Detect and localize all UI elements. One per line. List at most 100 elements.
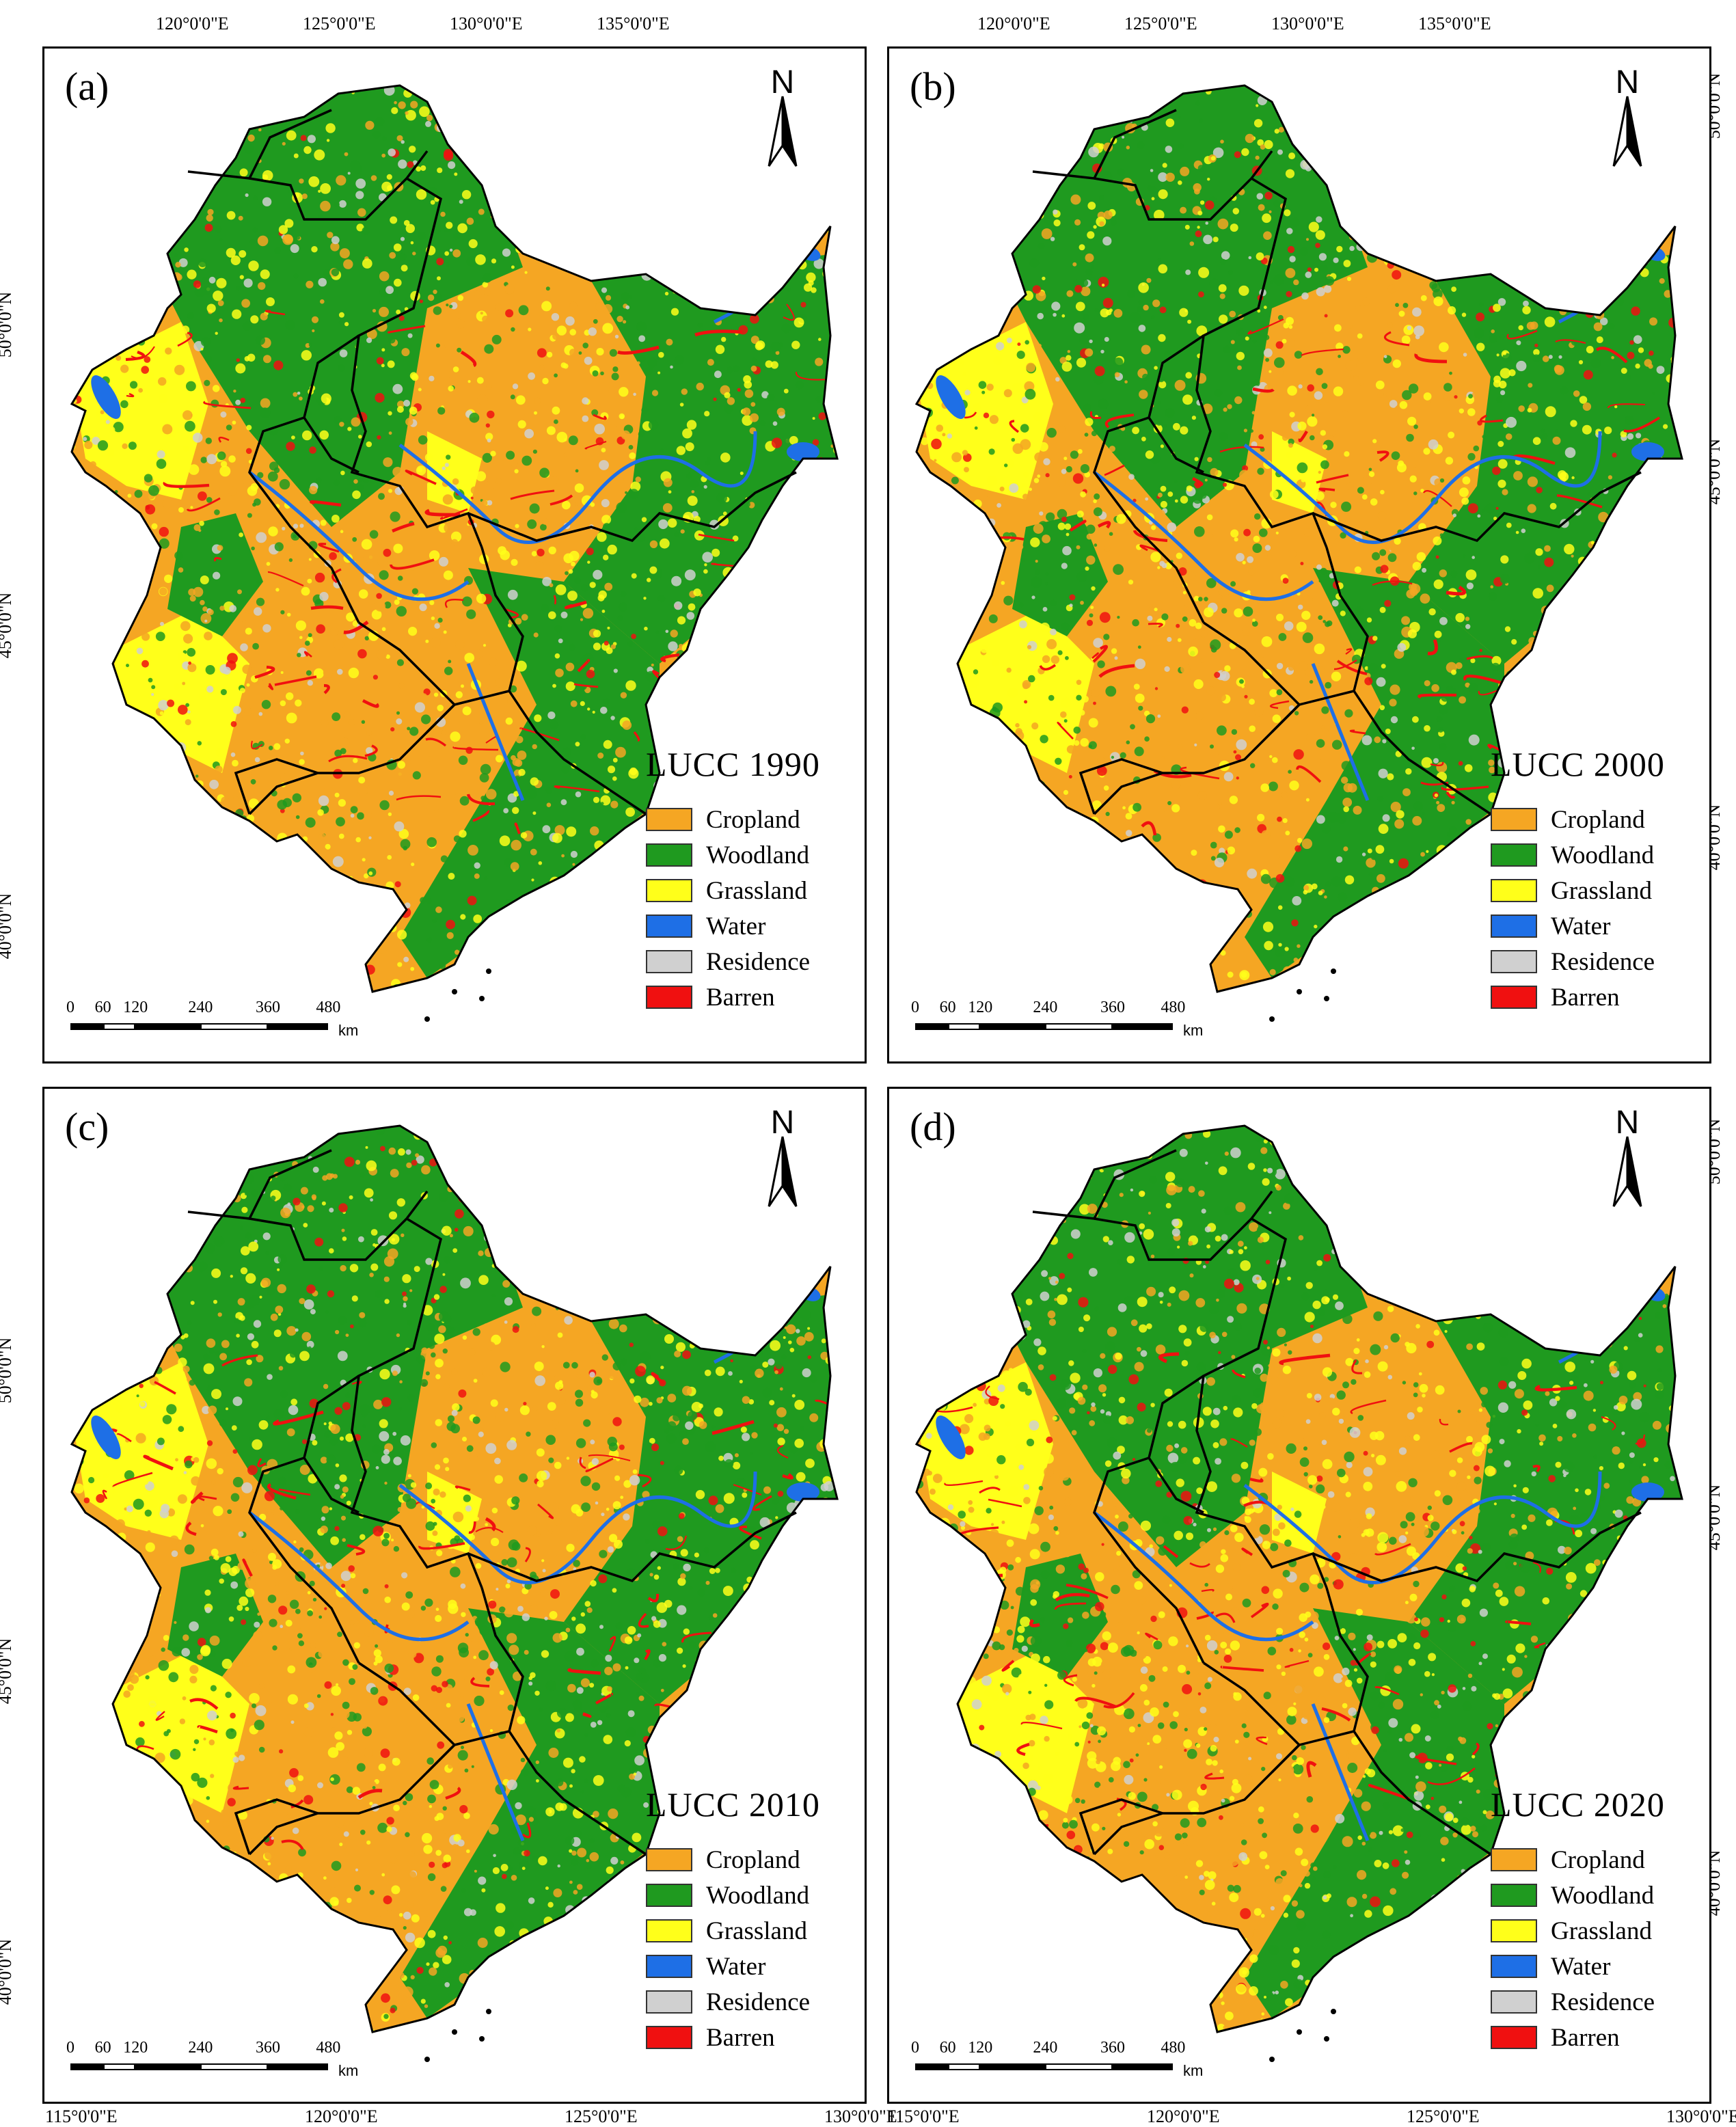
landcover-pixel (1091, 431, 1098, 437)
landcover-pixel (236, 131, 240, 135)
landcover-pixel (1163, 424, 1167, 428)
landcover-pixel (1586, 346, 1594, 353)
barren-streak (553, 595, 557, 605)
landcover-pixel (1134, 746, 1144, 757)
landcover-pixel (1346, 482, 1354, 491)
landcover-pixel (813, 537, 822, 545)
landcover-pixel (174, 364, 185, 375)
landcover-pixel (72, 645, 73, 653)
landcover-pixel (76, 701, 82, 707)
landcover-pixel (690, 189, 696, 194)
landcover-pixel (1542, 355, 1549, 362)
landcover-pixel (664, 291, 669, 296)
landcover-pixel (978, 568, 984, 574)
landcover-pixel (557, 226, 565, 234)
landcover-pixel (616, 316, 623, 323)
landcover-pixel (1377, 391, 1384, 398)
landcover-pixel (418, 232, 426, 240)
landcover-pixel (791, 340, 800, 349)
landcover-pixel (1191, 638, 1201, 648)
landcover-pixel (814, 707, 822, 714)
landcover-pixel (835, 330, 837, 334)
landcover-pixel (460, 914, 466, 920)
landcover-pixel (503, 808, 509, 813)
landcover-pixel (796, 576, 799, 580)
landcover-pixel (388, 431, 392, 435)
landcover-pixel (1513, 344, 1519, 349)
landcover-pixel (1355, 908, 1359, 911)
landcover-pixel (716, 492, 727, 504)
landcover-pixel (284, 95, 293, 103)
landcover-pixel (923, 251, 929, 257)
landcover-pixel (1316, 216, 1323, 223)
landcover-pixel (670, 308, 679, 316)
landcover-pixel (1616, 614, 1626, 623)
landcover-pixel (159, 538, 169, 549)
landcover-pixel (1289, 411, 1295, 418)
landcover-pixel (760, 634, 767, 641)
landcover-pixel (252, 642, 259, 650)
landcover-pixel (1126, 146, 1130, 150)
landcover-pixel (534, 411, 537, 415)
barren-streak (577, 659, 591, 673)
landcover-pixel (172, 961, 178, 967)
landcover-pixel (1402, 390, 1412, 401)
landcover-pixel (1437, 952, 1445, 960)
landcover-pixel (267, 873, 278, 884)
landcover-pixel (1177, 744, 1183, 750)
landcover-pixel (286, 712, 297, 724)
landcover-pixel (917, 660, 923, 667)
landcover-pixel (593, 642, 601, 651)
landcover-pixel (556, 325, 567, 336)
landcover-pixel (1252, 339, 1257, 344)
landcover-pixel (1003, 759, 1013, 768)
barren-streak (425, 737, 447, 747)
landcover-pixel (500, 932, 504, 937)
landcover-pixel (547, 912, 556, 920)
landcover-pixel (655, 630, 659, 634)
landcover-pixel (811, 90, 817, 96)
landcover-pixel (1250, 429, 1253, 433)
landcover-pixel (823, 736, 828, 742)
landcover-pixel (1066, 532, 1070, 537)
landcover-pixel (942, 914, 948, 920)
landcover-pixel (641, 206, 647, 213)
landcover-pixel (1479, 135, 1487, 143)
landcover-pixel (526, 162, 532, 167)
landcover-pixel (362, 858, 366, 862)
landcover-pixel (636, 361, 640, 365)
landcover-pixel (1047, 882, 1053, 888)
landcover-pixel (1145, 497, 1149, 501)
landcover-pixel (973, 403, 981, 411)
landcover-pixel (1613, 707, 1618, 713)
landcover-pixel (312, 329, 315, 333)
landcover-pixel (707, 457, 711, 462)
landcover-pixel (1678, 667, 1682, 674)
coordinate-label: 45°0'0"N (0, 592, 16, 659)
landcover-pixel (484, 876, 488, 880)
landcover-pixel (592, 710, 595, 714)
landcover-pixel (601, 287, 608, 293)
landcover-pixel (1037, 344, 1042, 348)
landcover-pixel (189, 886, 194, 891)
landcover-pixel (343, 712, 351, 718)
landcover-pixel (1151, 968, 1155, 972)
landcover-pixel (534, 561, 545, 571)
landcover-pixel (1474, 221, 1482, 229)
landcover-pixel (235, 968, 245, 979)
landcover-pixel (111, 693, 119, 701)
landcover-pixel (152, 854, 158, 861)
landcover-pixel (1015, 722, 1020, 728)
landcover-pixel (1601, 532, 1610, 541)
landcover-pixel (1620, 431, 1627, 437)
landcover-pixel (278, 941, 289, 952)
landcover-pixel (298, 85, 308, 96)
landcover-pixel (1198, 267, 1210, 278)
landcover-pixel (787, 613, 794, 620)
landcover-pixel (161, 75, 165, 79)
landcover-pixel (1482, 435, 1486, 439)
landcover-pixel (624, 176, 631, 182)
landcover-pixel (1061, 516, 1067, 522)
landcover-pixel (1173, 987, 1177, 991)
landcover-pixel (390, 216, 398, 224)
